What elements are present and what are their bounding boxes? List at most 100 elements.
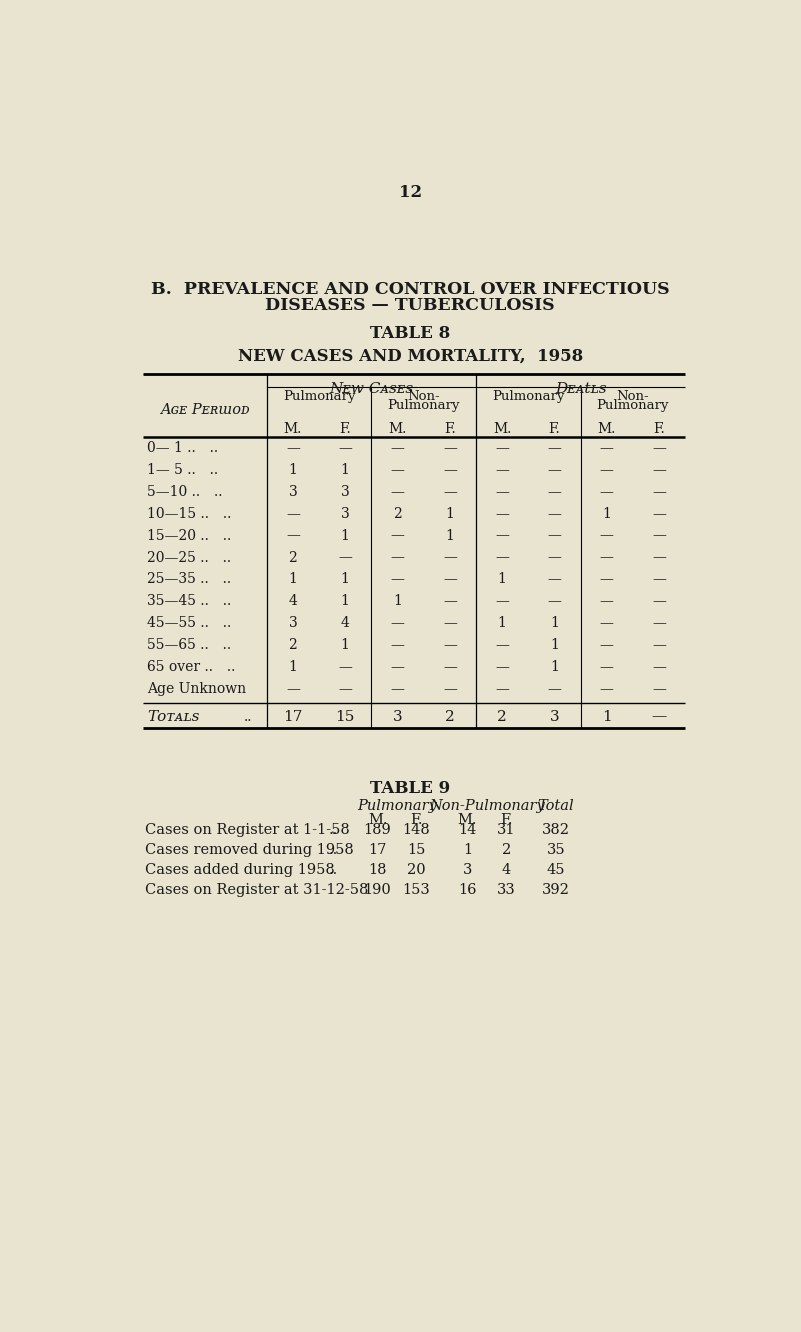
Text: Pulmonary: Pulmonary <box>492 390 565 404</box>
Text: —: — <box>391 485 405 498</box>
Text: 189: 189 <box>364 823 392 836</box>
Text: 3: 3 <box>549 710 559 723</box>
Text: —: — <box>495 682 509 697</box>
Text: Pulmonary: Pulmonary <box>357 799 437 813</box>
Text: —: — <box>286 506 300 521</box>
Text: —: — <box>548 573 562 586</box>
Text: —: — <box>600 682 614 697</box>
Text: 17: 17 <box>284 710 303 723</box>
Text: F.: F. <box>444 422 456 437</box>
Text: —: — <box>495 485 509 498</box>
Text: Total: Total <box>537 799 574 813</box>
Text: 1: 1 <box>497 573 506 586</box>
Text: —: — <box>391 529 405 542</box>
Text: —: — <box>391 661 405 674</box>
Text: —: — <box>443 550 457 565</box>
Text: Pulmonary: Pulmonary <box>283 390 356 404</box>
Text: F.: F. <box>340 422 351 437</box>
Text: 2: 2 <box>501 843 511 856</box>
Text: —: — <box>443 462 457 477</box>
Text: Non-: Non- <box>408 390 440 404</box>
Text: 0— 1 .. ..: 0— 1 .. .. <box>147 441 219 454</box>
Text: 20—25 .. ..: 20—25 .. .. <box>147 550 231 565</box>
Text: 2: 2 <box>288 638 297 653</box>
Text: —: — <box>338 682 352 697</box>
Text: ..: .. <box>328 823 338 836</box>
Text: —: — <box>443 573 457 586</box>
Text: —: — <box>652 506 666 521</box>
Text: 33: 33 <box>497 883 516 896</box>
Text: —: — <box>443 638 457 653</box>
Text: 15: 15 <box>336 710 355 723</box>
Text: DISEASES — TUBERCULOSIS: DISEASES — TUBERCULOSIS <box>265 297 555 314</box>
Text: M.: M. <box>493 422 511 437</box>
Text: 65 over .. ..: 65 over .. .. <box>147 661 235 674</box>
Text: 1: 1 <box>393 594 402 609</box>
Text: 1: 1 <box>340 594 350 609</box>
Text: —: — <box>495 638 509 653</box>
Text: M.: M. <box>598 422 616 437</box>
Text: F.: F. <box>410 813 423 827</box>
Text: —: — <box>495 594 509 609</box>
Text: 1: 1 <box>550 638 559 653</box>
Text: —: — <box>652 462 666 477</box>
Text: —: — <box>443 617 457 630</box>
Text: 3: 3 <box>392 710 402 723</box>
Text: 1: 1 <box>288 573 297 586</box>
Text: 3: 3 <box>341 506 349 521</box>
Text: —: — <box>443 682 457 697</box>
Text: M.: M. <box>457 813 477 827</box>
Text: Pulmonary: Pulmonary <box>597 400 669 413</box>
Text: —: — <box>600 485 614 498</box>
Text: 153: 153 <box>402 883 430 896</box>
Text: 4: 4 <box>288 594 297 609</box>
Text: 1: 1 <box>550 661 559 674</box>
Text: —: — <box>495 550 509 565</box>
Text: F.: F. <box>654 422 665 437</box>
Text: —: — <box>495 441 509 454</box>
Text: —: — <box>495 506 509 521</box>
Text: —: — <box>600 441 614 454</box>
Text: —: — <box>495 661 509 674</box>
Text: —: — <box>391 617 405 630</box>
Text: 1: 1 <box>288 661 297 674</box>
Text: —: — <box>391 550 405 565</box>
Text: 1: 1 <box>445 529 454 542</box>
Text: 15—20 .. ..: 15—20 .. .. <box>147 529 231 542</box>
Text: 45—55 .. ..: 45—55 .. .. <box>147 617 231 630</box>
Text: 3: 3 <box>288 617 297 630</box>
Text: —: — <box>443 485 457 498</box>
Text: —: — <box>652 441 666 454</box>
Text: —: — <box>286 529 300 542</box>
Text: —: — <box>652 682 666 697</box>
Text: 1— 5 .. ..: 1— 5 .. .. <box>147 462 219 477</box>
Text: —: — <box>338 550 352 565</box>
Text: Non-: Non- <box>617 390 650 404</box>
Text: —: — <box>600 617 614 630</box>
Text: ..: .. <box>328 843 338 856</box>
Text: 10—15 .. ..: 10—15 .. .. <box>147 506 231 521</box>
Text: —: — <box>286 441 300 454</box>
Text: —: — <box>443 661 457 674</box>
Text: —: — <box>548 462 562 477</box>
Text: Cases removed during 1958: Cases removed during 1958 <box>145 843 354 856</box>
Text: 3: 3 <box>341 485 349 498</box>
Text: M.: M. <box>388 422 407 437</box>
Text: Age Unknown: Age Unknown <box>147 682 247 697</box>
Text: —: — <box>391 441 405 454</box>
Text: 20: 20 <box>407 863 425 876</box>
Text: 4: 4 <box>340 617 350 630</box>
Text: Pulmonary: Pulmonary <box>388 400 460 413</box>
Text: 1: 1 <box>340 529 350 542</box>
Text: Cases added during 1958: Cases added during 1958 <box>145 863 335 876</box>
Text: ..: .. <box>244 710 252 723</box>
Text: 4: 4 <box>501 863 511 876</box>
Text: 1: 1 <box>550 617 559 630</box>
Text: —: — <box>548 594 562 609</box>
Text: —: — <box>652 661 666 674</box>
Text: —: — <box>443 441 457 454</box>
Text: 5—10 .. ..: 5—10 .. .. <box>147 485 223 498</box>
Text: 14: 14 <box>458 823 477 836</box>
Text: 3: 3 <box>463 863 472 876</box>
Text: —: — <box>652 529 666 542</box>
